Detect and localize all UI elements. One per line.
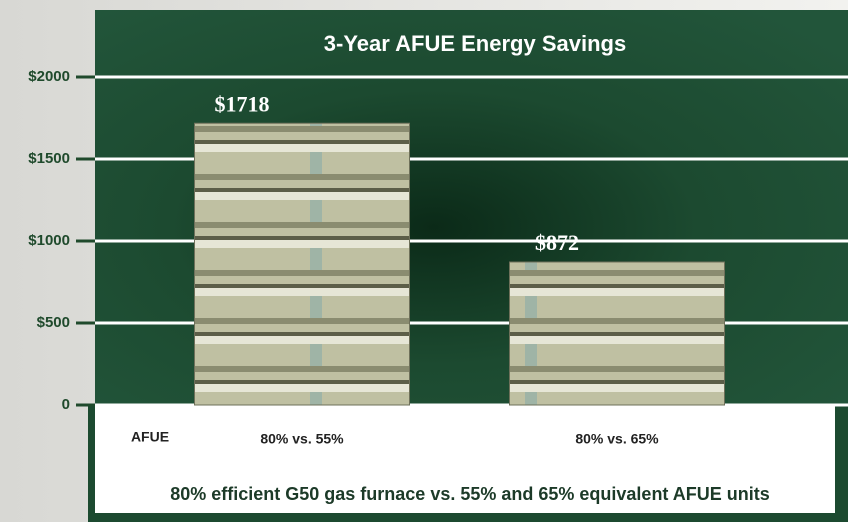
x-tick-label: 80% vs. 65% <box>575 431 659 447</box>
x-tick-label: 80% vs. 55% <box>260 431 344 447</box>
chart-title: 3-Year AFUE Energy Savings <box>324 31 626 56</box>
frame-right <box>835 405 848 522</box>
footnote: 80% efficient G50 gas furnace vs. 55% an… <box>170 484 770 504</box>
frame-left <box>88 405 95 522</box>
bar <box>195 123 410 405</box>
y-tick-label: 0 <box>62 396 70 413</box>
chart: 3-Year AFUE Energy Savings AFUE 80% effi… <box>0 0 848 522</box>
y-tick-label: $500 <box>37 314 70 331</box>
bar <box>510 262 725 405</box>
y-tick-label: $2000 <box>28 68 70 85</box>
value-label: $1718 <box>215 91 270 116</box>
frame-bottom <box>88 513 848 522</box>
x-axis-label: AFUE <box>131 429 169 445</box>
y-tick-label: $1500 <box>28 150 70 167</box>
value-label: $872 <box>535 230 579 255</box>
y-tick-label: $1000 <box>28 232 70 249</box>
